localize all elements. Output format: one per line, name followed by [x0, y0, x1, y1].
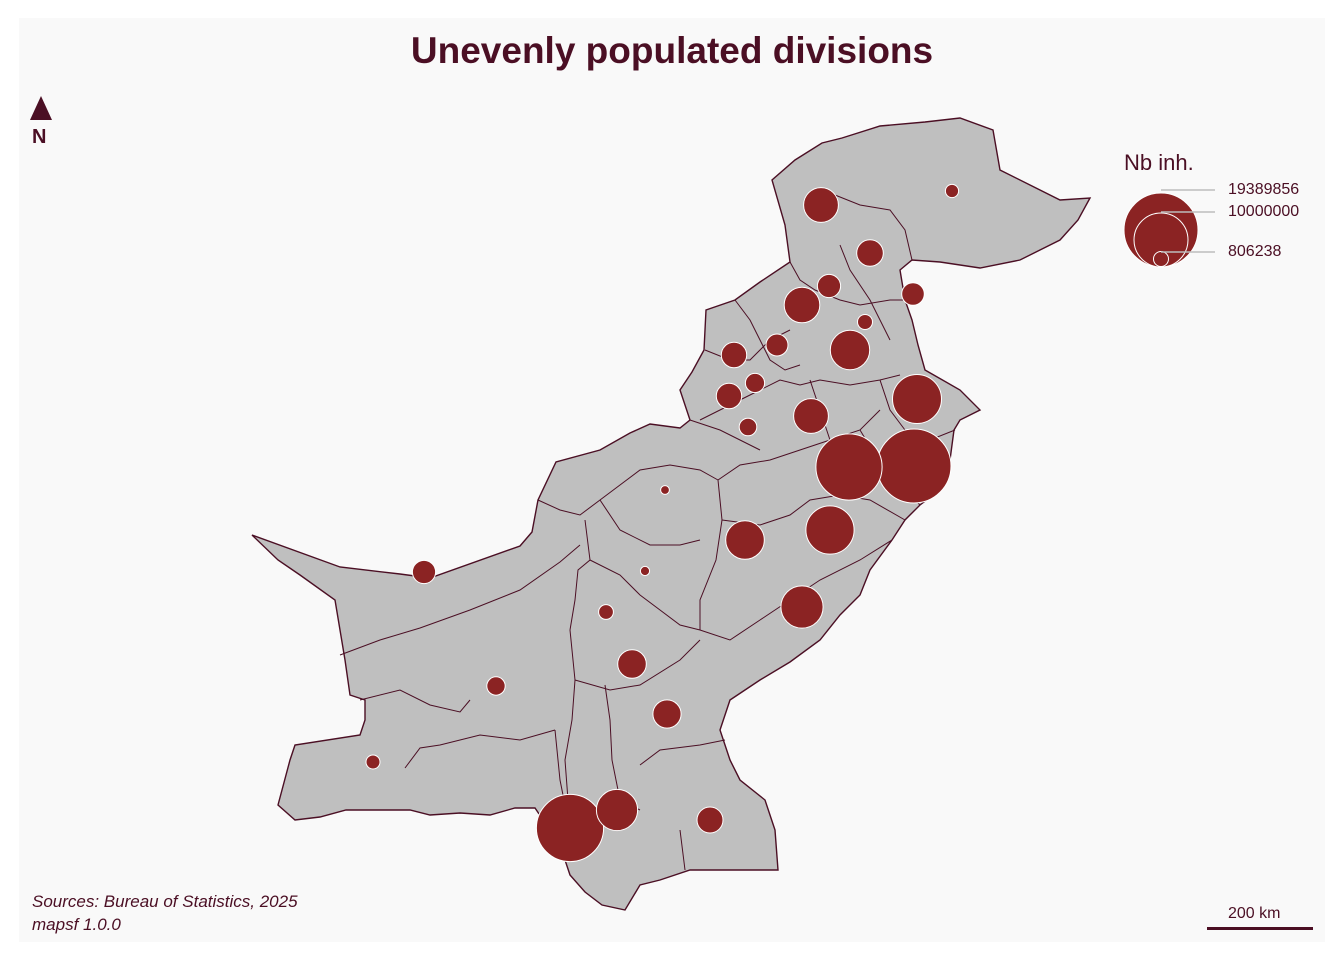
- population-symbol-center-1: [660, 485, 670, 495]
- population-symbol-east-3: [793, 398, 829, 434]
- software-line: mapsf 1.0.0: [32, 915, 121, 934]
- population-symbols: [365, 183, 960, 863]
- population-symbol-south-6: [535, 793, 605, 863]
- population-symbol-north-10: [765, 333, 789, 357]
- legend-value-mid: 10000000: [1228, 203, 1300, 220]
- country-outline: [251, 117, 1092, 911]
- population-symbol-south-1: [617, 649, 647, 679]
- population-symbol-east-1: [892, 374, 942, 424]
- legend-value-min: 806238: [1228, 243, 1282, 260]
- map-title: Unevenly populated divisions: [410, 30, 934, 71]
- population-symbol-south-7: [696, 806, 724, 834]
- source-note: Sources: Bureau of Statistics, 2025 maps…: [32, 890, 298, 936]
- source-line: Sources: Bureau of Statistics, 2025: [32, 892, 298, 911]
- legend-circle-min: [1153, 251, 1169, 267]
- population-symbol-west-1: [411, 559, 437, 585]
- population-symbol-east-5: [805, 505, 855, 555]
- population-symbol-north-1: [803, 187, 839, 223]
- legend-title: Nb inh.: [1124, 150, 1194, 175]
- north-arrow-icon: [30, 96, 52, 120]
- population-symbol-center-3: [780, 585, 824, 629]
- north-label: N: [32, 126, 47, 148]
- population-symbol-north-4: [816, 273, 842, 299]
- legend-symbols: [1123, 189, 1215, 268]
- scale-bar: [1207, 927, 1313, 930]
- population-symbol-south-5: [595, 788, 639, 832]
- population-symbol-center-2: [725, 520, 765, 560]
- population-symbol-north-2: [944, 183, 960, 199]
- population-symbol-north-5: [901, 282, 925, 306]
- scale-bar-label: 200 km: [1228, 905, 1281, 922]
- population-symbol-east-6: [876, 428, 952, 504]
- population-symbol-north-8: [829, 329, 871, 371]
- population-symbol-north-9: [720, 341, 748, 369]
- population-symbol-east-4: [815, 433, 883, 501]
- population-symbol-south-2: [486, 676, 506, 696]
- population-symbol-north-3: [856, 239, 884, 267]
- population-symbol-north-12: [715, 382, 743, 410]
- population-symbol-west-2: [598, 604, 614, 620]
- population-symbol-south-3: [652, 699, 682, 729]
- population-symbol-north-13: [738, 417, 758, 437]
- population-symbol-south-4: [365, 754, 381, 770]
- population-symbol-north-7: [857, 314, 873, 330]
- population-symbol-north-11: [744, 372, 766, 394]
- legend-value-max: 19389856: [1228, 181, 1300, 198]
- population-symbol-north-6: [783, 286, 821, 324]
- population-symbol-center-4: [639, 565, 651, 577]
